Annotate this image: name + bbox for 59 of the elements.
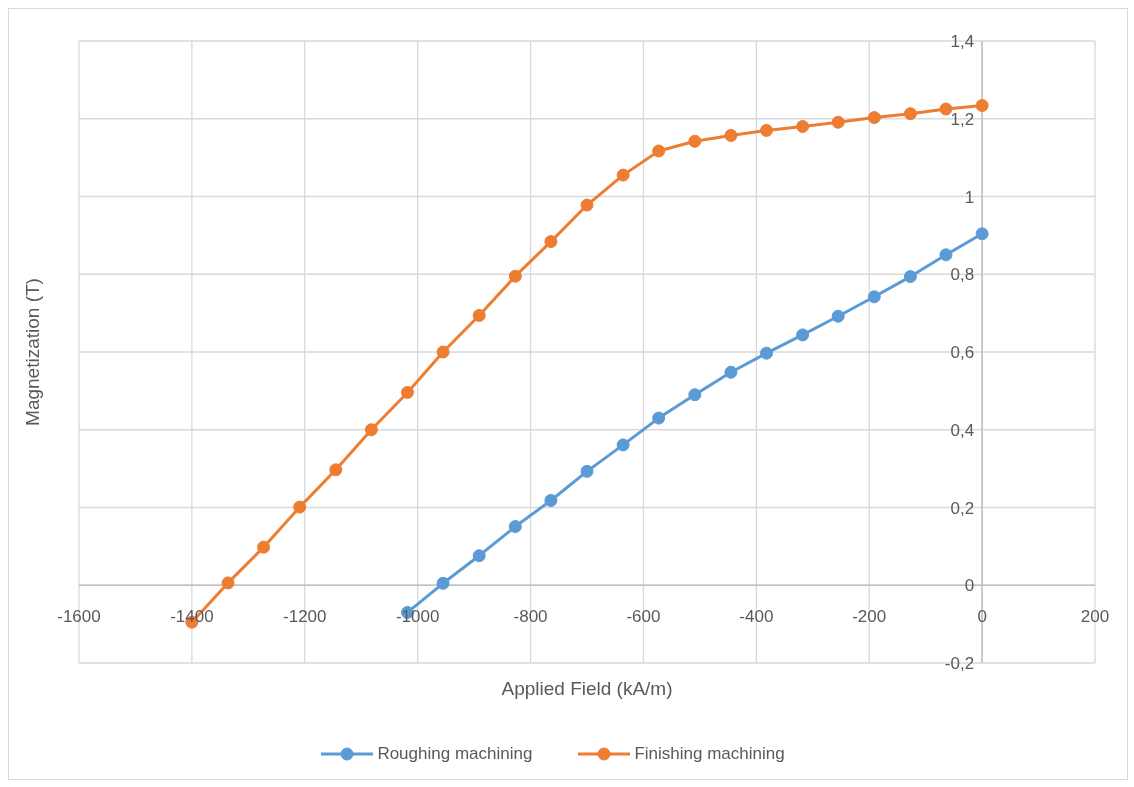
x-tick-label: -600 (626, 607, 661, 627)
point (508, 520, 522, 534)
y-tick-label: 0,8 (950, 265, 975, 285)
point (364, 423, 378, 437)
point (939, 248, 953, 262)
point (688, 134, 702, 148)
point (472, 308, 486, 322)
x-axis-title: Applied Field (kA/m) (501, 678, 673, 699)
y-tick-label: 1 (964, 187, 975, 207)
point (436, 345, 450, 359)
point (544, 235, 558, 249)
point (580, 464, 594, 478)
point (652, 411, 666, 425)
point (544, 494, 558, 507)
point (293, 500, 307, 514)
point (329, 463, 343, 477)
y-tick-label: -0,2 (944, 654, 975, 673)
y-tick-label: 0,6 (950, 343, 975, 362)
x-tick-label: -1000 (395, 607, 440, 627)
point (867, 111, 881, 125)
point (472, 549, 486, 563)
point (975, 99, 989, 113)
legend-label: Roughing machining (377, 744, 533, 764)
x-tick-label: -1200 (283, 607, 327, 627)
point (436, 576, 450, 590)
y-tick-label: 0,2 (950, 498, 975, 518)
point (580, 198, 594, 212)
legend-label: Finishing machining (634, 744, 785, 764)
x-tick-label: 200 (1080, 607, 1110, 627)
point (831, 115, 845, 129)
x-tick-label: -1600 (57, 607, 101, 627)
point (759, 346, 773, 360)
y-tick-label: 1,2 (950, 109, 975, 129)
point (616, 438, 630, 452)
point (616, 168, 630, 182)
x-tick-label: -200 (852, 607, 887, 627)
point (652, 144, 666, 158)
point (724, 365, 738, 379)
x-tick-label: -800 (513, 607, 548, 627)
y-tick-label: 0 (964, 576, 975, 596)
point (401, 385, 415, 399)
point (975, 227, 989, 241)
point (903, 107, 917, 121)
point (867, 290, 881, 304)
point (221, 576, 235, 590)
point (796, 120, 810, 134)
point (939, 102, 953, 116)
point (903, 270, 917, 284)
x-tick-label: -400 (739, 607, 774, 627)
point (796, 328, 810, 342)
point (724, 128, 738, 142)
y-tick-label: 0,4 (950, 420, 975, 440)
y-axis-title: Magnetization (T) (22, 278, 43, 426)
point (257, 540, 271, 554)
y-tick-label: 1,4 (950, 32, 975, 51)
point (759, 123, 773, 137)
point (831, 309, 845, 323)
point (688, 388, 702, 402)
point (508, 269, 522, 283)
